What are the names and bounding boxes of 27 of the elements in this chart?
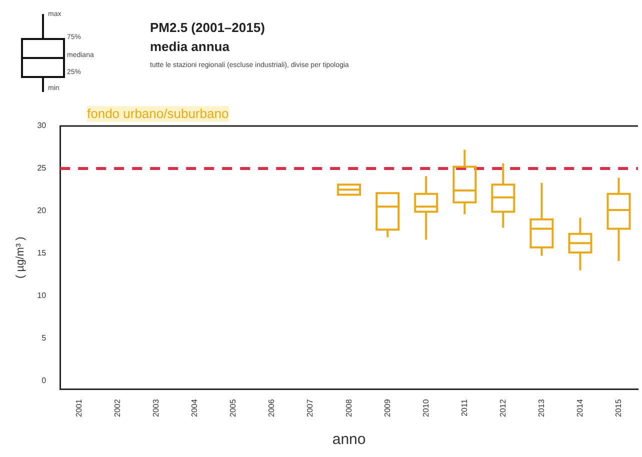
x-tick-label: 2012	[498, 398, 508, 417]
x-tick-label: 2007	[306, 398, 315, 417]
y-tick-label: 5	[42, 333, 47, 342]
chart-subtitle: media annua	[150, 39, 230, 54]
chart-title: PM2.5 (2001–2015)	[150, 20, 265, 35]
y-axis-title: ( µg/m³ )	[14, 236, 27, 278]
y-tick-label: 0	[42, 376, 47, 385]
x-tick-label: 2015	[614, 398, 623, 417]
text: fondo urbano/suburbano	[87, 106, 229, 122]
x-tick-label: 2009	[382, 398, 392, 417]
x-axis-title: anno	[332, 431, 366, 448]
y-tick-label: 30	[37, 121, 47, 130]
x-tick-label: 2008	[344, 398, 354, 417]
x-tick-label: 2001	[74, 398, 84, 417]
x-tick-label: 2014	[575, 398, 584, 417]
x-tick-label: 2011	[460, 398, 469, 416]
x-tick-label: 2005	[228, 398, 238, 417]
x-tick-label: 2002	[113, 398, 122, 417]
x-tick-label: 2010	[421, 398, 430, 417]
x-tick-label: 2003	[152, 398, 161, 417]
y-tick-label: 20	[37, 206, 47, 216]
y-tick-label: 25	[37, 164, 47, 173]
x-tick-label: 2013	[536, 398, 546, 417]
y-tick-label: 10	[37, 291, 47, 300]
y-tick-label: 15	[37, 248, 47, 258]
x-tick-label: 2006	[267, 398, 276, 417]
x-tick-label: 2004	[190, 398, 200, 417]
